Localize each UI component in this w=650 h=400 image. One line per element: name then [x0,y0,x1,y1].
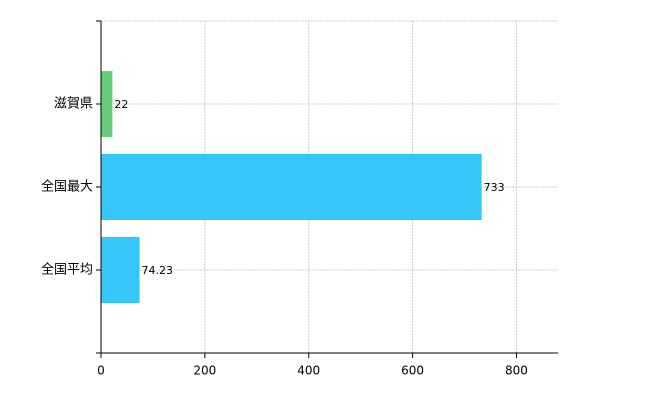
data-label: 22 [114,98,128,111]
y-tick-label: 全国最大 [41,179,93,195]
x-tick-label: 0 [97,364,105,378]
bar [101,154,482,220]
y-tick-label: 全国平均 [41,262,93,278]
x-tick-label: 400 [297,364,320,378]
bar [101,71,113,137]
x-tick-label: 200 [193,364,216,378]
x-tick-label: 600 [401,364,424,378]
data-label: 74.23 [142,264,174,277]
bar [101,237,140,303]
y-tick-label: 滋賀県 [54,97,93,112]
data-label: 733 [484,181,505,194]
x-tick-label: 800 [505,364,528,378]
